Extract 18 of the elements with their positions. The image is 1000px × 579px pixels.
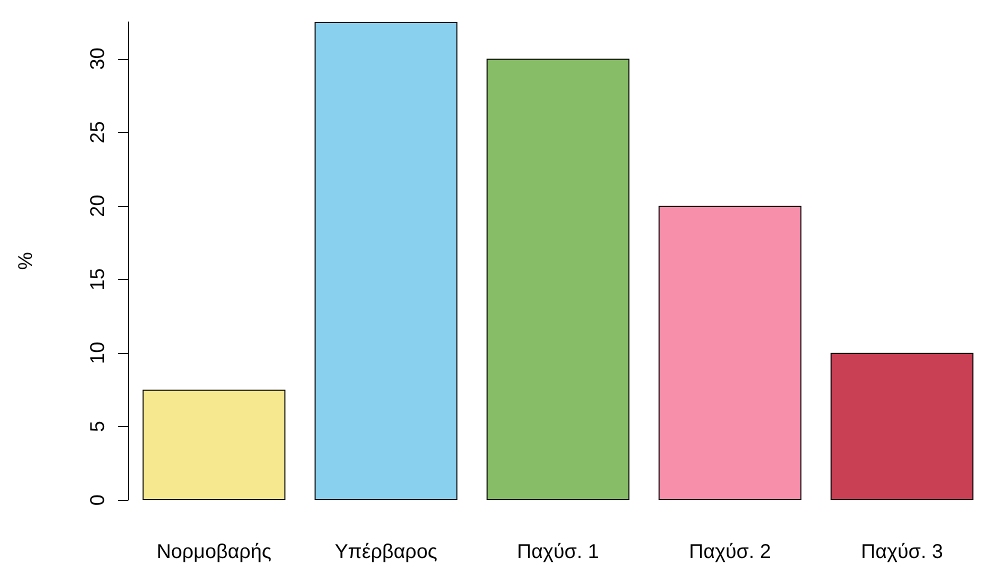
bar	[830, 352, 974, 500]
y-tick-label: 0	[87, 494, 109, 506]
bar	[142, 390, 286, 500]
bar	[658, 206, 802, 500]
y-axis-title: %	[15, 252, 37, 270]
x-tick-label: Παχύσ. 2	[688, 541, 772, 563]
x-tick-label: Νορμοβαρής	[156, 541, 272, 563]
bar	[486, 58, 630, 500]
y-tick-label: 25	[87, 121, 109, 144]
y-tick-label: 10	[87, 342, 109, 364]
x-tick-label: Παχύσ. 3	[860, 541, 944, 563]
x-tick-label: Παχύσ. 1	[516, 541, 600, 563]
bar	[314, 22, 458, 500]
y-tick-label: 20	[87, 194, 109, 217]
y-tick-label: 15	[87, 268, 109, 291]
y-tick-label: 30	[87, 48, 109, 70]
x-tick-label: Υπέρβαρος	[334, 541, 438, 563]
y-tick-label: 5	[87, 420, 109, 432]
